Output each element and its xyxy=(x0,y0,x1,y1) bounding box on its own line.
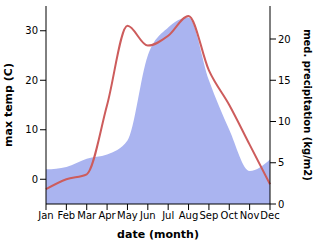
svg-text:Jan: Jan xyxy=(37,210,53,221)
svg-text:Oct: Oct xyxy=(221,210,238,221)
svg-text:Nov: Nov xyxy=(240,210,260,221)
svg-text:med. precipitation (kg/m2): med. precipitation (kg/m2) xyxy=(302,29,310,181)
svg-text:May: May xyxy=(117,210,138,221)
svg-text:0: 0 xyxy=(278,199,284,210)
svg-text:10: 10 xyxy=(278,116,291,127)
svg-text:30: 30 xyxy=(25,25,38,36)
svg-text:Mar: Mar xyxy=(77,210,97,221)
svg-text:Jul: Jul xyxy=(161,210,174,221)
svg-text:Sep: Sep xyxy=(199,210,218,221)
svg-text:Apr: Apr xyxy=(98,210,116,221)
svg-text:15: 15 xyxy=(278,75,291,86)
svg-text:Aug: Aug xyxy=(179,210,199,221)
svg-text:date (month): date (month) xyxy=(117,228,199,241)
svg-text:10: 10 xyxy=(25,124,38,135)
svg-text:20: 20 xyxy=(25,75,38,86)
svg-text:5: 5 xyxy=(278,157,284,168)
svg-text:Dec: Dec xyxy=(260,210,279,221)
svg-text:0: 0 xyxy=(32,174,38,185)
svg-text:20: 20 xyxy=(278,34,291,45)
svg-text:max temp (C): max temp (C) xyxy=(8,63,15,147)
svg-text:Jun: Jun xyxy=(139,210,156,221)
svg-text:Feb: Feb xyxy=(58,210,76,221)
